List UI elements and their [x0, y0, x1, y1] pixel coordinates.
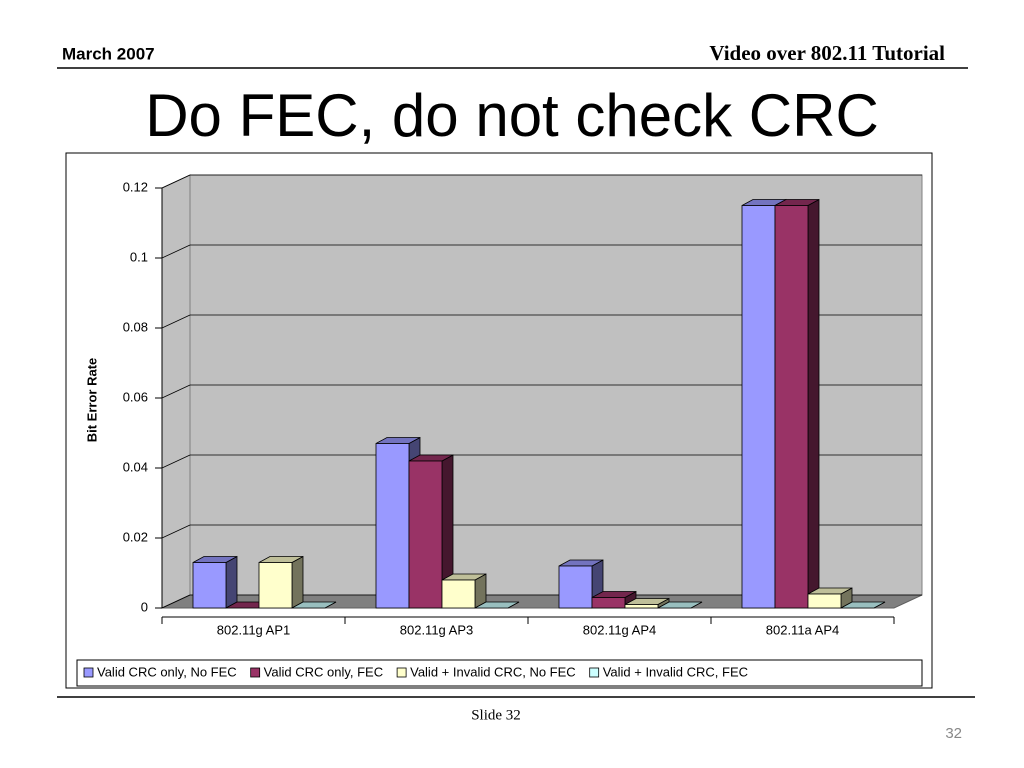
grid-line: [161, 314, 191, 329]
bar: [774, 205, 809, 609]
legend-label: Valid CRC only, No FEC: [97, 664, 237, 679]
bar-side: [291, 555, 304, 609]
bar-top: [291, 601, 337, 609]
bar: [375, 443, 410, 609]
legend-swatch: [396, 667, 407, 678]
bar: [258, 562, 293, 609]
y-tick-label: 0.08: [123, 319, 148, 334]
date: March 2007: [62, 44, 155, 63]
bar-top: [840, 601, 886, 609]
bar-top: [657, 601, 703, 609]
bar: [192, 562, 227, 609]
grid-line: [161, 384, 191, 399]
bar: [558, 565, 593, 609]
x-tick-label: 802.11a AP4: [766, 622, 840, 637]
bar: [741, 205, 776, 609]
slide-title: Do FEC, do not check CRC: [145, 82, 879, 149]
legend-label: Valid + Invalid CRC, No FEC: [410, 664, 576, 679]
grid-line: [161, 244, 191, 259]
bar: [624, 604, 659, 609]
bar: [408, 460, 443, 609]
x-tick-label: 802.11g AP4: [583, 622, 657, 637]
grid-line: [161, 454, 191, 469]
grid-line: [161, 524, 191, 539]
grid-line: [161, 174, 191, 189]
legend-swatch: [589, 667, 600, 678]
legend-box: [76, 659, 923, 687]
bar: [591, 597, 626, 609]
y-tick-label: 0.12: [123, 179, 148, 194]
plot: 0 0.02 0.04 0.06 0.08 0.1 0.12 802.11g AP1 802.1…: [76, 174, 923, 687]
bar-side: [807, 198, 820, 609]
bar: [441, 579, 476, 609]
y-axis-label: Bit Error Rate: [84, 358, 99, 443]
bar-side: [225, 555, 238, 609]
page-number: 32: [945, 725, 962, 742]
legend-label: Valid CRC only, FEC: [264, 664, 383, 679]
y-tick-label: 0.06: [123, 389, 148, 404]
legend-label: Valid + Invalid CRC, FEC: [603, 664, 748, 679]
legend-swatch: [83, 667, 94, 678]
bar-top: [474, 601, 520, 609]
bar: [807, 593, 842, 609]
y-tick-label: 0.1: [130, 249, 148, 264]
grid-line: [161, 594, 191, 609]
y-tick-label: 0: [141, 599, 148, 614]
x-tick-label: 802.11g AP3: [400, 622, 474, 637]
header: Video over 802.11 Tutorial: [709, 41, 945, 65]
legend-swatch: [250, 667, 261, 678]
footer: Slide 32: [471, 707, 521, 723]
x-tick-label: 802.11g AP1: [217, 622, 291, 637]
y-tick-label: 0.02: [123, 529, 148, 544]
y-tick-label: 0.04: [123, 459, 148, 474]
